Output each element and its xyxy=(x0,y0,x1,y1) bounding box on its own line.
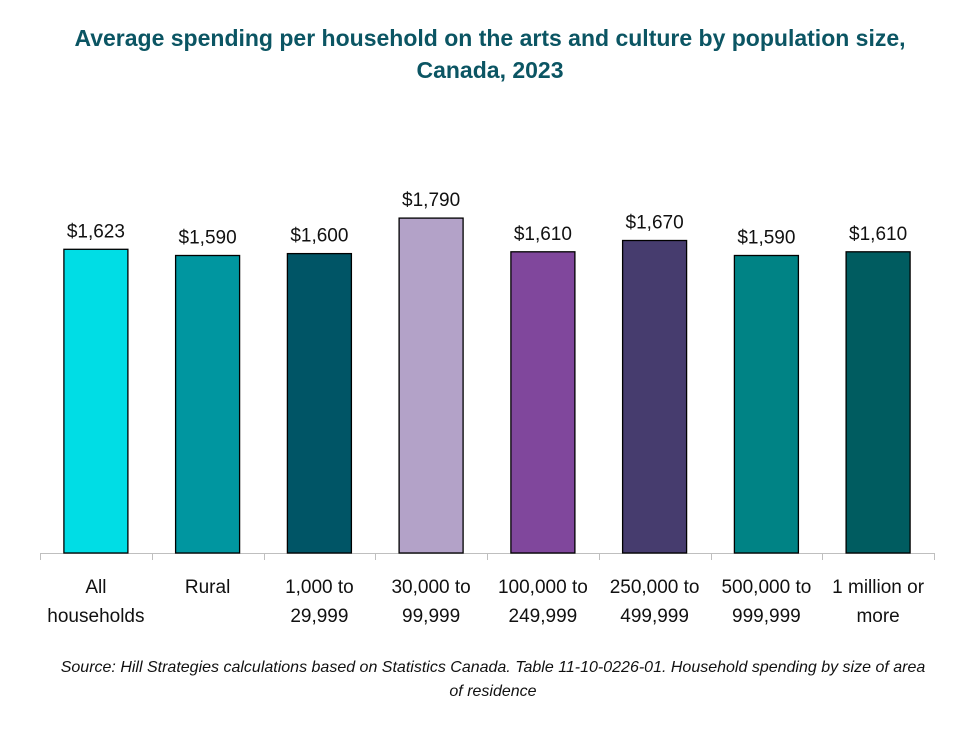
bar-value-label: $1,590 xyxy=(737,228,795,249)
x-tick-label: 250,000 to xyxy=(610,577,700,598)
chart-title: Average spending per household on the ar… xyxy=(74,25,906,83)
x-tick-label: 1,000 to xyxy=(285,577,354,598)
bar-value-label: $1,790 xyxy=(402,190,460,211)
bar-value-label: $1,600 xyxy=(290,226,348,247)
source-note: Source: Hill Strategies calculations bas… xyxy=(60,659,926,700)
x-tick-label: 499,999 xyxy=(620,606,689,627)
x-tick-label: 249,999 xyxy=(509,606,578,627)
x-tick-label: 999,999 xyxy=(732,606,801,627)
x-tick-label: more xyxy=(856,606,899,627)
bar xyxy=(174,254,241,554)
bar-value-label: $1,610 xyxy=(849,224,907,245)
x-tick-label: 29,999 xyxy=(290,606,348,627)
x-tick-label: 100,000 to xyxy=(498,577,588,598)
x-tick-label: All xyxy=(85,577,106,598)
bar-value-label: $1,623 xyxy=(67,221,125,242)
bar xyxy=(63,248,129,554)
x-tick-label: 30,000 to xyxy=(391,577,470,598)
x-tick-label: Rural xyxy=(185,577,230,598)
bar-value-label: $1,670 xyxy=(626,213,684,234)
x-tick-label: 500,000 to xyxy=(721,577,811,598)
bar xyxy=(733,254,800,554)
bar xyxy=(621,239,688,554)
bar-chart: $1,623 All households $1,590 Rural $1,600 1,00… xyxy=(40,190,935,627)
bar xyxy=(286,252,353,554)
x-tick-label: 99,999 xyxy=(402,606,460,627)
bar-value-label: $1,610 xyxy=(514,224,572,245)
bar xyxy=(845,251,911,554)
bar-value-label: $1,590 xyxy=(179,228,237,249)
x-tick-label: 1 million or xyxy=(832,577,925,598)
bar xyxy=(510,251,576,554)
bar xyxy=(398,217,464,554)
x-tick-label: households xyxy=(47,606,144,627)
